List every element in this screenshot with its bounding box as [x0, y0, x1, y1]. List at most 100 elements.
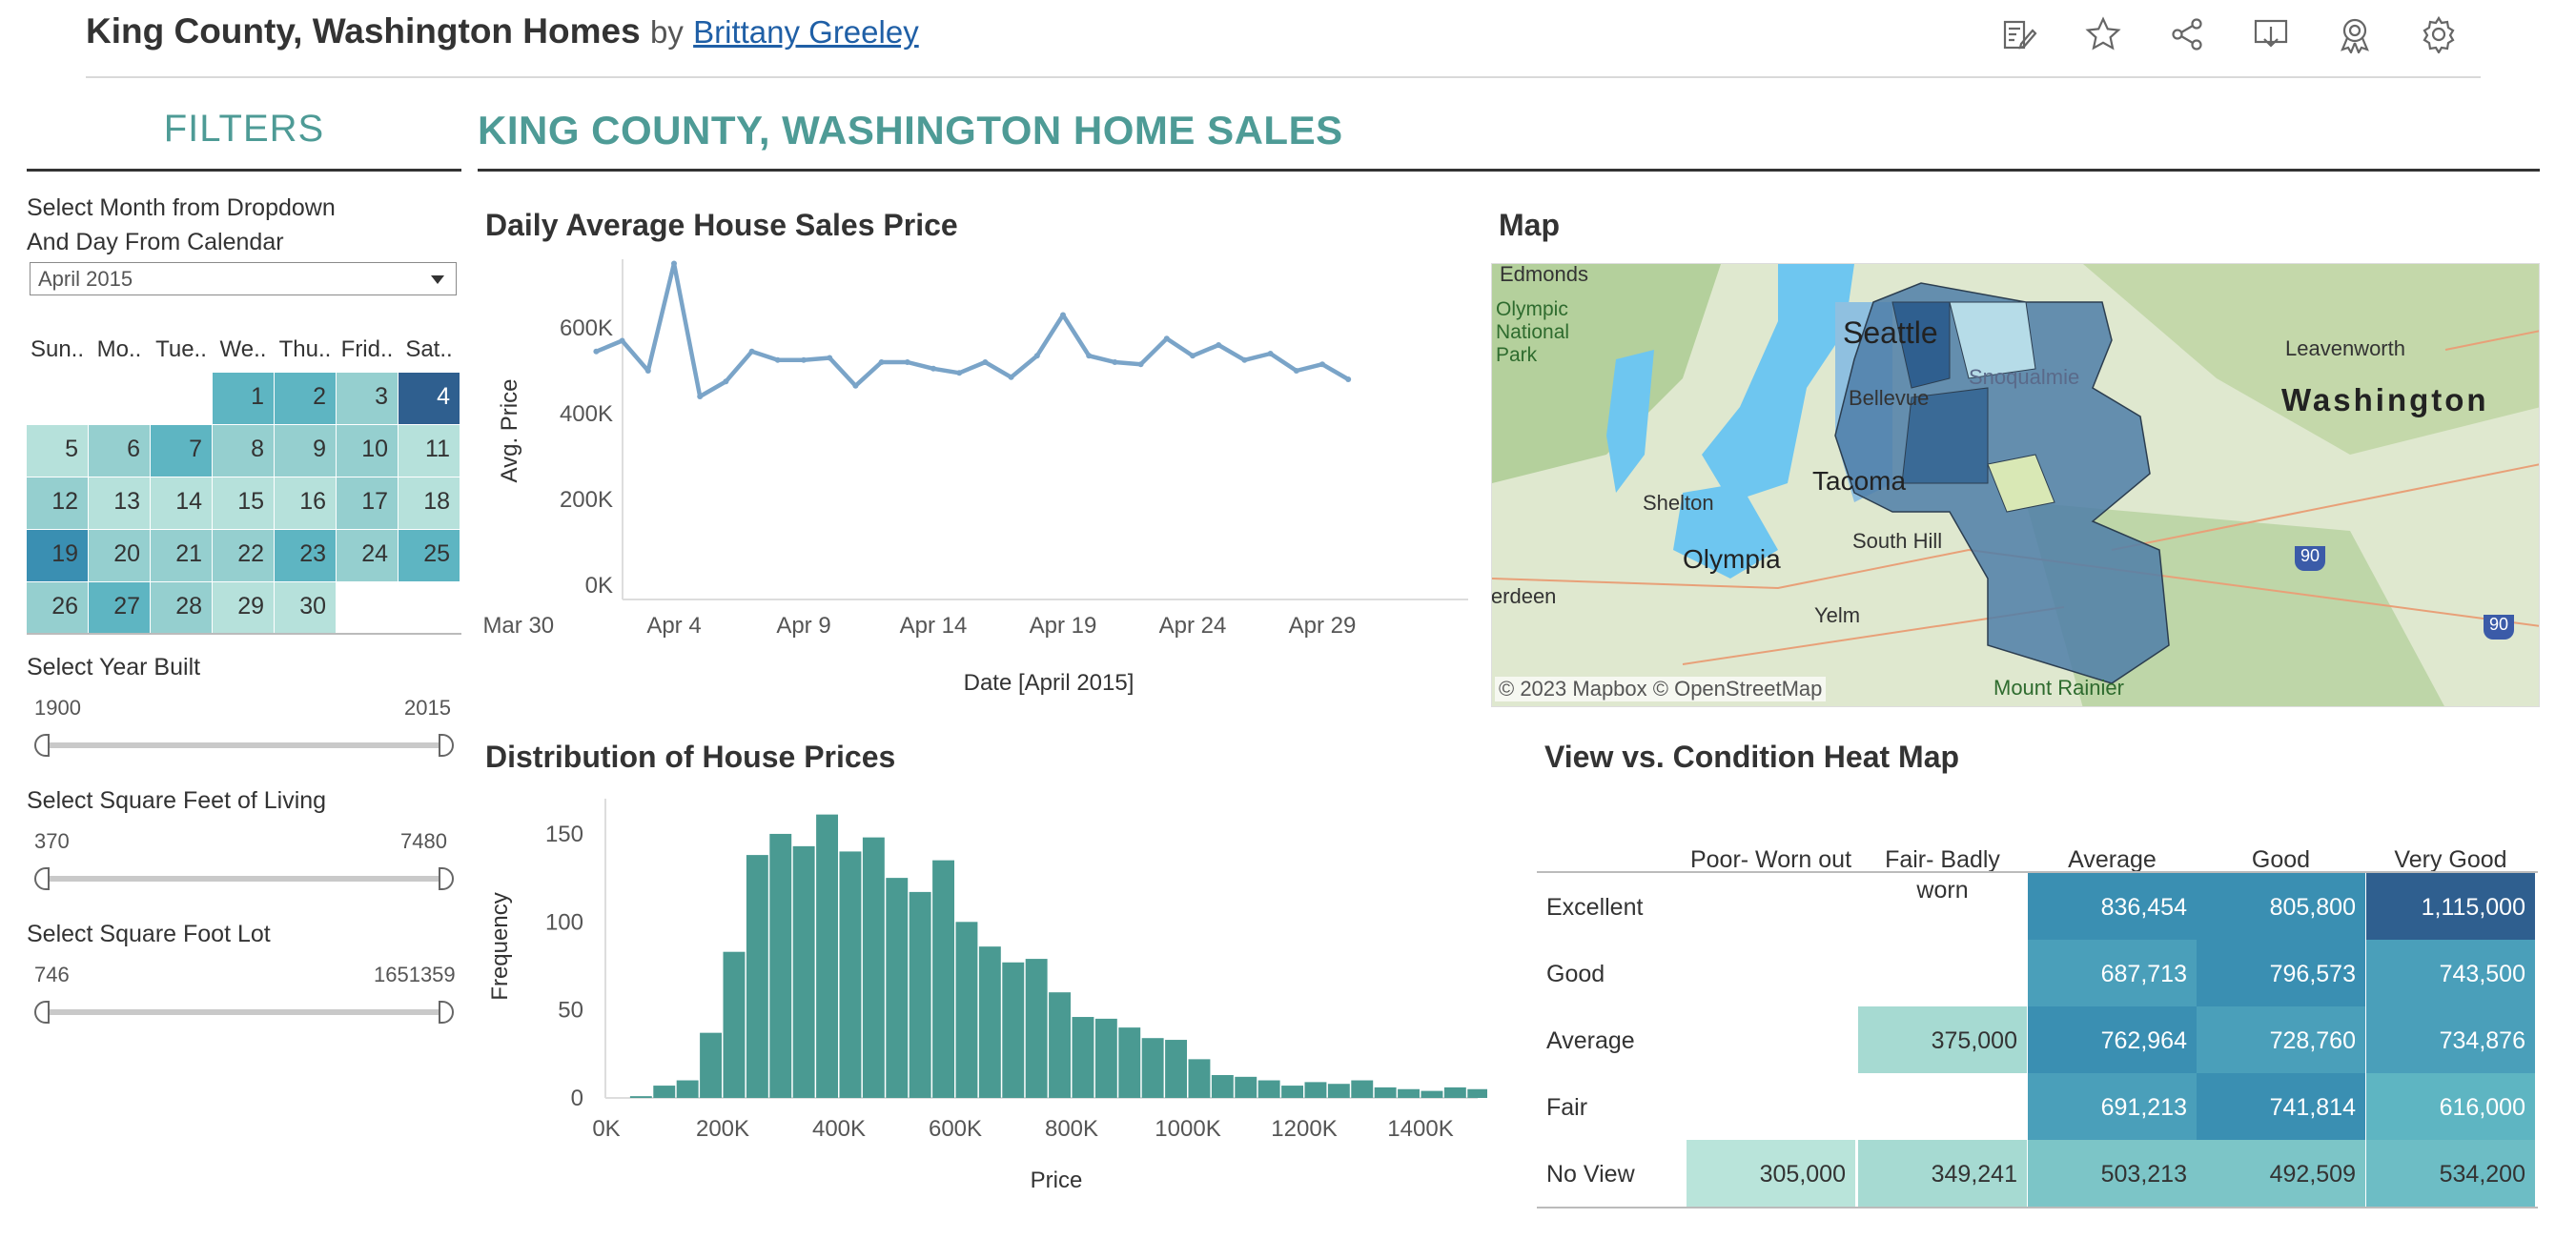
calendar-day-11[interactable]: 11 — [399, 425, 460, 477]
histogram-bar[interactable] — [1072, 1017, 1094, 1098]
author-link[interactable]: Brittany Greeley — [693, 14, 919, 50]
calendar-day-7[interactable]: 7 — [151, 425, 212, 477]
line-point-apr-9[interactable] — [801, 356, 807, 363]
histogram-bar[interactable] — [932, 860, 954, 1098]
month-dropdown[interactable]: April 2015 — [30, 262, 457, 295]
heatmap-cell[interactable]: 503,213 — [2028, 1140, 2197, 1207]
gear-icon[interactable] — [2418, 13, 2460, 55]
line-point-apr-27[interactable] — [1267, 351, 1274, 356]
sqft-living-slider-track[interactable] — [36, 876, 446, 882]
calendar-day-18[interactable]: 18 — [399, 477, 460, 529]
map-attribution[interactable]: © 2023 Mapbox © OpenStreetMap — [1495, 677, 1827, 701]
heatmap-cell[interactable]: 375,000 — [1858, 1006, 2027, 1073]
histogram-bar[interactable] — [1141, 1038, 1164, 1098]
histogram-chart[interactable]: Frequency Price 0 50 100 150 0K 200K 400K 600K… — [477, 789, 1487, 1209]
histogram-bar[interactable] — [1327, 1084, 1350, 1098]
histogram-bar[interactable] — [746, 855, 768, 1098]
edit-icon[interactable] — [1998, 13, 2040, 55]
sqft-living-max-handle[interactable] — [439, 867, 454, 890]
heatmap-cell[interactable]: 734,876 — [2366, 1006, 2535, 1073]
histogram-bar[interactable] — [1188, 1059, 1211, 1098]
line-point-apr-1[interactable] — [593, 348, 600, 355]
line-point-apr-11[interactable] — [852, 382, 859, 389]
sqft-lot-slider-track[interactable] — [36, 1009, 446, 1015]
calendar-day-14[interactable]: 14 — [151, 477, 212, 529]
histogram-bar[interactable] — [1421, 1090, 1443, 1098]
calendar-day-30[interactable]: 30 — [275, 582, 336, 634]
calendar-day-9[interactable]: 9 — [275, 425, 336, 477]
histogram-bar[interactable] — [816, 814, 838, 1098]
histogram-bar[interactable] — [1351, 1080, 1374, 1098]
histogram-bar[interactable] — [1257, 1080, 1280, 1098]
heatmap-cell[interactable]: 687,713 — [2028, 940, 2197, 1006]
histogram-bar[interactable] — [909, 891, 931, 1098]
line-point-apr-17[interactable] — [1008, 374, 1014, 380]
line-point-apr-28[interactable] — [1293, 368, 1299, 374]
calendar-day-26[interactable]: 26 — [27, 582, 88, 634]
line-point-apr-15[interactable] — [956, 370, 963, 376]
line-point-apr-6[interactable] — [723, 378, 729, 385]
line-point-apr-7[interactable] — [748, 348, 755, 355]
histogram-bar[interactable] — [955, 922, 978, 1098]
line-point-apr-22[interactable] — [1137, 361, 1144, 368]
calendar-day-28[interactable]: 28 — [151, 582, 212, 634]
sqft-lot-max-handle[interactable] — [439, 1001, 454, 1024]
calendar-day-10[interactable]: 10 — [337, 425, 398, 477]
map-north-eastside-zipcodes[interactable] — [1949, 301, 2036, 379]
histogram-bar[interactable] — [1281, 1086, 1303, 1098]
histogram-bar[interactable] — [1049, 992, 1071, 1098]
histogram-bar[interactable] — [1235, 1076, 1257, 1098]
map-south-zipcodes[interactable] — [1901, 387, 1989, 484]
line-point-apr-23[interactable] — [1163, 335, 1170, 342]
calendar-day-1[interactable]: 1 — [213, 373, 274, 424]
heatmap-cell[interactable]: 762,964 — [2028, 1006, 2197, 1073]
calendar-day-16[interactable]: 16 — [275, 477, 336, 529]
histogram-bar[interactable] — [1467, 1088, 1487, 1098]
line-point-apr-26[interactable] — [1241, 356, 1248, 363]
line-point-apr-16[interactable] — [982, 359, 989, 365]
heatmap-cell[interactable]: 728,760 — [2197, 1006, 2365, 1073]
histogram-bar[interactable] — [1025, 959, 1048, 1098]
star-icon[interactable] — [2082, 13, 2124, 55]
calendar-day-29[interactable]: 29 — [213, 582, 274, 634]
histogram-bar[interactable] — [653, 1086, 676, 1098]
calendar-day-20[interactable]: 20 — [89, 530, 150, 581]
histogram-bar[interactable] — [1398, 1088, 1420, 1098]
sqft-living-min-handle[interactable] — [34, 867, 50, 890]
calendar-day-23[interactable]: 23 — [275, 530, 336, 581]
calendar-day-13[interactable]: 13 — [89, 477, 150, 529]
download-icon[interactable] — [2250, 13, 2292, 55]
line-point-apr-18[interactable] — [1033, 353, 1040, 359]
histogram-bar[interactable] — [769, 833, 792, 1098]
histogram-bar[interactable] — [839, 851, 862, 1098]
calendar-day-17[interactable]: 17 — [337, 477, 398, 529]
heatmap-cell[interactable]: 616,000 — [2366, 1073, 2535, 1140]
line-point-apr-14[interactable] — [930, 365, 936, 372]
line-point-apr-3[interactable] — [644, 368, 651, 374]
line-chart[interactable]: Avg. Price Date [April 2015] 0K 200K 400K 6… — [477, 250, 1478, 705]
calendar-day-3[interactable]: 3 — [337, 373, 398, 424]
histogram-bar[interactable] — [700, 1032, 722, 1098]
heatmap-cell[interactable]: 796,573 — [2197, 940, 2365, 1006]
calendar-day-15[interactable]: 15 — [213, 477, 274, 529]
line-point-apr-29[interactable] — [1319, 361, 1325, 368]
year-built-min-handle[interactable] — [34, 734, 50, 757]
heatmap-cell[interactable]: 305,000 — [1687, 1140, 1855, 1207]
histogram-bar[interactable] — [1304, 1082, 1327, 1098]
share-icon[interactable] — [2166, 13, 2208, 55]
calendar-day-2[interactable]: 2 — [275, 373, 336, 424]
line-point-apr-12[interactable] — [878, 359, 885, 365]
line-point-apr-25[interactable] — [1216, 342, 1222, 348]
histogram-bar[interactable] — [723, 951, 746, 1098]
line-point-apr-21[interactable] — [1112, 359, 1118, 365]
histogram-bar[interactable] — [1374, 1087, 1397, 1098]
histogram-bar[interactable] — [886, 878, 909, 1098]
heatmap-cell[interactable]: 1,115,000 — [2366, 873, 2535, 940]
map-view[interactable]: Edmonds Olympic National Park Seattle Sn… — [1491, 263, 2540, 707]
histogram-bar[interactable] — [978, 946, 1001, 1098]
histogram-bar[interactable] — [629, 1096, 652, 1098]
line-point-apr-4[interactable] — [671, 260, 677, 267]
calendar-day-12[interactable]: 12 — [27, 477, 88, 529]
calendar-day-24[interactable]: 24 — [337, 530, 398, 581]
heatmap-cell[interactable]: 534,200 — [2366, 1140, 2535, 1207]
